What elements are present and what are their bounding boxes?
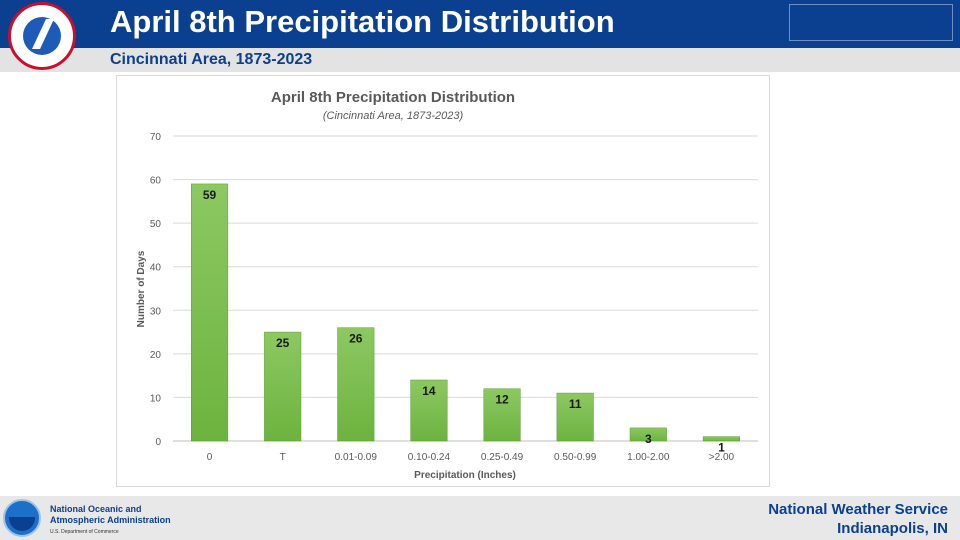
x-tick-label: 0 [207,452,213,463]
bar-6 [629,427,667,442]
bar-value-label: 26 [349,332,363,346]
bar-3 [410,379,448,442]
x-tick-label: 0.25-0.49 [481,452,524,463]
header-bar: April 8th Precipitation Distribution [0,0,960,48]
nws-office-line2: Indianapolis, IN [837,520,948,537]
y-tick-label: 30 [150,306,162,317]
bar-7 [702,436,740,442]
y-tick-label: 10 [150,393,162,404]
bar-value-label: 11 [569,397,582,411]
nws-office-line1: National Weather Service [768,501,948,518]
x-tick-label: >2.00 [709,452,735,463]
y-tick-label: 0 [155,437,161,448]
bar-4 [483,388,521,442]
bar-5 [556,392,594,442]
x-tick-label: 0.50-0.99 [554,452,597,463]
precipitation-bar-chart: April 8th Precipitation Distribution (Ci… [136,89,758,481]
header-placeholder-box [789,4,953,41]
y-tick-label: 60 [150,176,162,187]
y-tick-label: 40 [150,263,162,274]
footer-bar: National Oceanic and Atmospheric Adminis… [0,496,960,540]
y-axis-label: Number of Days [136,250,147,327]
chart-subtitle: (Cincinnati Area, 1873-2023) [323,110,464,122]
bar-value-label: 14 [422,384,436,398]
x-tick-label: 0.01-0.09 [335,452,378,463]
y-tick-label: 20 [150,350,162,361]
chart-title: April 8th Precipitation Distribution [271,89,515,106]
bar-value-label: 1 [718,441,725,455]
noaa-org-name: National Oceanic and Atmospheric Adminis… [50,504,171,526]
noaa-org-line1: National Oceanic and [50,504,142,514]
gridlines: 0 10 20 30 40 50 60 70 [150,132,758,448]
bar-value-label: 3 [645,432,652,446]
x-tick-label: 0.10-0.24 [408,452,451,463]
bars: 59 0 25 T 26 0.01-0.09 14 0.10-0.24 12 0.25-0.49 1… [191,183,740,463]
noaa-org-line2: Atmospheric Administration [50,515,171,525]
noaa-logo-icon [3,499,41,537]
nws-logo-icon [8,2,76,70]
nws-office: National Weather Service Indianapolis, I… [768,500,948,538]
x-tick-label: 1.00-2.00 [627,452,670,463]
noaa-wave-icon [9,517,35,531]
chart-frame: April 8th Precipitation Distribution (Ci… [116,75,770,487]
bar-value-label: 25 [276,336,290,350]
x-tick-label: T [280,452,286,463]
bar-2 [337,327,375,442]
subtitle-bar: Cincinnati Area, 1873-2023 [0,48,960,72]
noaa-dept-text: U.S. Department of Commerce [50,529,119,535]
bar-value-label: 59 [203,188,217,202]
bar-1 [264,331,302,442]
page-title: April 8th Precipitation Distribution [110,4,615,39]
x-axis-label: Precipitation (Inches) [414,470,516,481]
y-tick-label: 50 [150,219,162,230]
page-subtitle: Cincinnati Area, 1873-2023 [110,51,313,68]
bar-0 [191,183,229,442]
y-tick-label: 70 [150,132,162,143]
bar-value-label: 12 [495,393,509,407]
